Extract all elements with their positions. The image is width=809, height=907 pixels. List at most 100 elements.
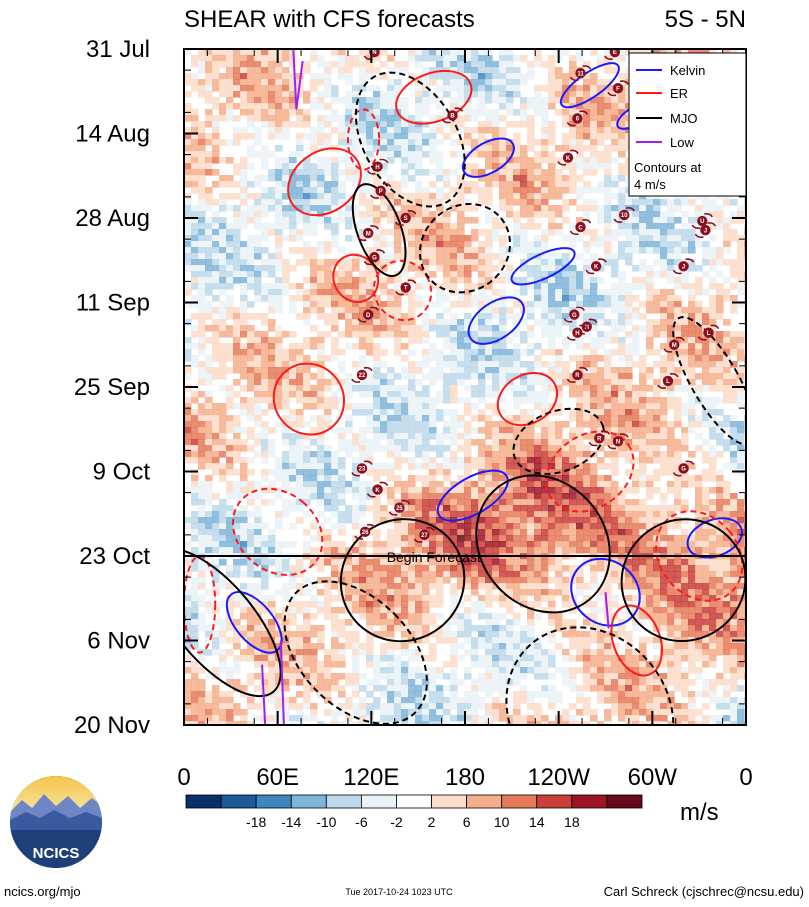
field-cell (401, 427, 409, 434)
field-cell (247, 343, 255, 350)
field-cell (541, 433, 549, 440)
field-cell (541, 331, 549, 338)
field-cell (520, 145, 528, 152)
field-cell (590, 73, 598, 80)
field-cell (338, 61, 346, 68)
field-cell (191, 247, 199, 254)
field-cell (205, 235, 213, 242)
field-cell (541, 199, 549, 206)
field-cell (345, 445, 353, 452)
field-cell (506, 493, 514, 500)
field-cell (212, 523, 220, 530)
field-cell (226, 103, 234, 110)
field-cell (688, 391, 696, 398)
field-cell (604, 289, 612, 296)
field-cell (331, 427, 339, 434)
field-cell (499, 361, 507, 368)
field-cell (226, 439, 234, 446)
field-cell (359, 391, 367, 398)
field-cell (611, 319, 619, 326)
field-cell (611, 133, 619, 140)
field-cell (534, 193, 542, 200)
field-cell (303, 481, 311, 488)
field-cell (429, 373, 437, 380)
field-cell (653, 307, 661, 314)
field-cell (450, 85, 458, 92)
field-cell (184, 73, 192, 80)
field-cell (611, 271, 619, 278)
field-cell (534, 85, 542, 92)
field-cell (373, 235, 381, 242)
field-cell (191, 457, 199, 464)
field-cell (555, 175, 563, 182)
field-cell (520, 181, 528, 188)
field-cell (709, 253, 717, 260)
field-cell (541, 505, 549, 512)
field-cell (191, 529, 199, 536)
field-cell (331, 235, 339, 242)
field-cell (198, 511, 206, 518)
field-cell (429, 55, 437, 62)
field-cell (233, 235, 241, 242)
field-cell (422, 499, 430, 506)
field-cell (184, 343, 192, 350)
field-cell (240, 163, 248, 170)
field-cell (359, 49, 367, 56)
field-cell (520, 157, 528, 164)
field-cell (562, 181, 570, 188)
field-cell (492, 349, 500, 356)
field-cell (366, 211, 374, 218)
field-cell (485, 343, 493, 350)
field-cell (296, 421, 304, 428)
field-cell (457, 475, 465, 482)
field-cell (240, 109, 248, 116)
field-cell (730, 499, 738, 506)
field-cell (576, 49, 584, 56)
field-cell (534, 109, 542, 116)
field-cell (660, 463, 668, 470)
field-cell (331, 355, 339, 362)
field-cell (289, 499, 297, 506)
field-cell (723, 343, 731, 350)
field-cell (366, 481, 374, 488)
field-cell (597, 127, 605, 134)
field-cell (289, 301, 297, 308)
field-cell (380, 151, 388, 158)
field-cell (310, 139, 318, 146)
field-cell (443, 487, 451, 494)
field-cell (527, 511, 535, 518)
field-cell (429, 529, 437, 536)
field-cell (653, 205, 661, 212)
field-cell (667, 385, 675, 392)
field-cell (520, 205, 528, 212)
field-cell (436, 463, 444, 470)
field-cell (443, 385, 451, 392)
field-cell (247, 205, 255, 212)
field-cell (345, 223, 353, 230)
field-cell (394, 451, 402, 458)
field-cell (555, 433, 563, 440)
field-cell (590, 145, 598, 152)
field-cell (268, 91, 276, 98)
field-cell (464, 505, 472, 512)
field-cell (401, 151, 409, 158)
field-cell (324, 469, 332, 476)
field-cell (289, 349, 297, 356)
field-cell (380, 433, 388, 440)
field-cell (226, 415, 234, 422)
field-cell (611, 289, 619, 296)
field-cell (394, 397, 402, 404)
field-cell (387, 373, 395, 380)
field-cell (527, 163, 535, 170)
field-cell (282, 373, 290, 380)
field-cell (436, 151, 444, 158)
field-cell (597, 217, 605, 224)
field-cell (219, 265, 227, 272)
field-cell (443, 493, 451, 500)
field-cell (660, 451, 668, 458)
field-cell (478, 529, 486, 536)
field-cell (240, 67, 248, 74)
field-cell (436, 367, 444, 374)
field-cell (541, 241, 549, 248)
field-cell (415, 475, 423, 482)
